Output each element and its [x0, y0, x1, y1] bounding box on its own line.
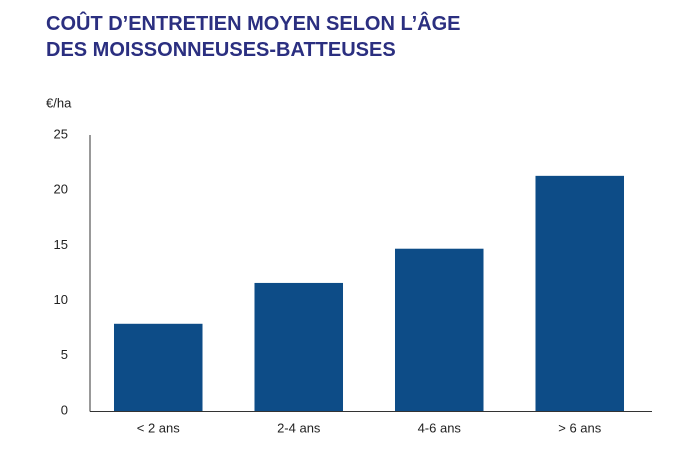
y-axis-label: €/ha	[46, 95, 72, 110]
x-tick-label: 4-6 ans	[418, 420, 462, 435]
chart-title-line: DES MOISSONNEUSES-BATTEUSES	[46, 39, 396, 61]
x-tick-label: < 2 ans	[137, 420, 181, 435]
chart-title-line: COÛT D’ENTRETIEN MOYEN SELON L’ÂGE	[46, 11, 460, 35]
y-tick-label: 25	[54, 126, 68, 141]
y-tick-label: 0	[61, 402, 68, 417]
bar	[113, 323, 203, 411]
y-tick-label: 15	[54, 237, 68, 252]
y-tick-label: 20	[54, 182, 68, 197]
bar	[254, 282, 344, 411]
y-tick-label: 10	[54, 292, 68, 307]
y-tick-label: 5	[61, 347, 68, 362]
x-tick-label: 2-4 ans	[277, 420, 321, 435]
bar	[535, 175, 625, 411]
bar	[394, 248, 484, 411]
x-tick-label: > 6 ans	[558, 420, 602, 435]
